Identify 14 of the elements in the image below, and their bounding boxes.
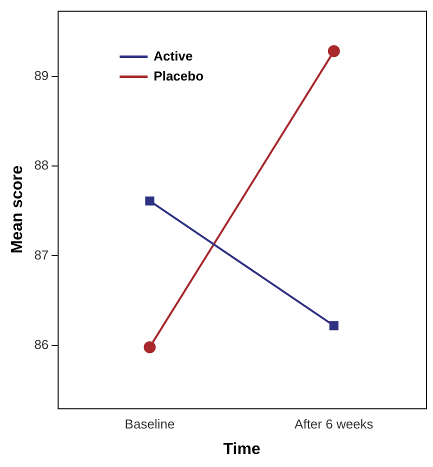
x-tick-label: Baseline: [124, 416, 175, 432]
y-axis-title: Mean score: [9, 165, 26, 254]
y-tick-label: 86: [34, 336, 49, 352]
legend-label: Placebo: [154, 68, 204, 84]
y-tick-label: 88: [34, 158, 49, 173]
x-axis-title: Time: [223, 440, 260, 458]
y-tick-label: 89: [34, 68, 49, 83]
x-tick-label: After 6 weeks: [294, 416, 374, 432]
point: [144, 341, 156, 354]
point: [329, 321, 338, 330]
point: [145, 196, 154, 206]
legend-label: Active: [154, 48, 193, 64]
point: [328, 45, 340, 58]
y-tick-label: 87: [34, 247, 49, 262]
